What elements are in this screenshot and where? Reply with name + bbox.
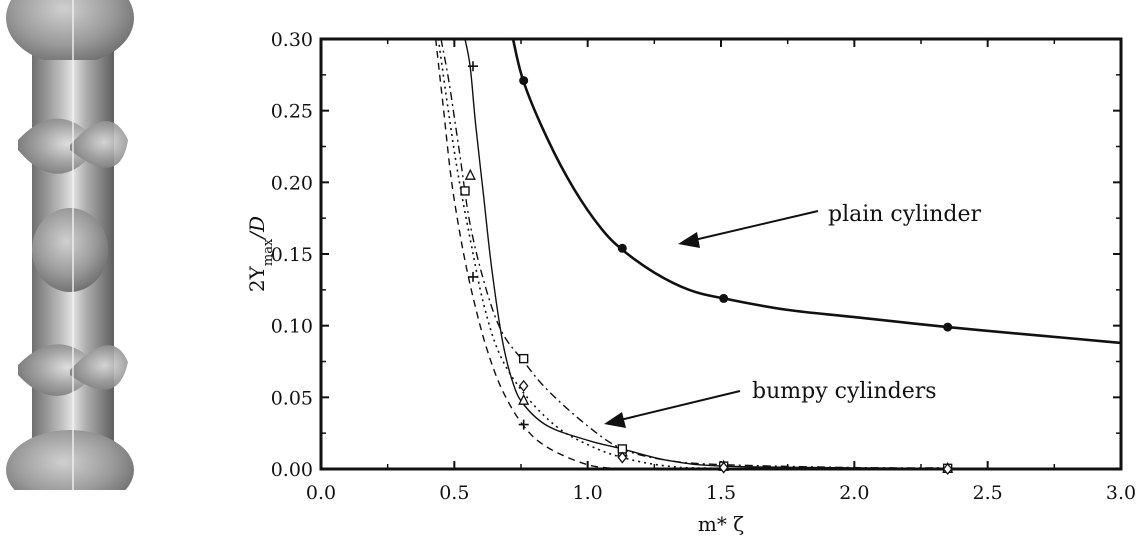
x-tick-label: 1.5 bbox=[706, 482, 736, 504]
y-tick-label: 0.30 bbox=[271, 29, 313, 51]
y-axis-title-sub: max bbox=[261, 238, 276, 266]
y-tick-label: 0.00 bbox=[271, 459, 313, 481]
bump-side-upper bbox=[18, 118, 100, 174]
y-tick-label: 0.10 bbox=[271, 316, 313, 338]
plain-cylinder-arrow bbox=[689, 210, 819, 242]
data-point-diamond bbox=[718, 461, 729, 474]
bump-side-lower bbox=[18, 344, 100, 396]
series-line-plus bbox=[435, 38, 623, 470]
data-point-square bbox=[518, 353, 529, 364]
data-point-plus bbox=[468, 271, 478, 282]
x-axis-title: m* ζ bbox=[698, 512, 744, 536]
data-point-diamond bbox=[942, 462, 953, 476]
x-tick-label: 0.0 bbox=[306, 482, 336, 504]
annotation-bumpy-cylinders: bumpy cylinders bbox=[752, 379, 937, 404]
data-point-plus bbox=[468, 61, 478, 72]
bumpy-cylinder-icon bbox=[6, 0, 134, 490]
bump-bottom bbox=[6, 430, 134, 490]
data-point-circle bbox=[943, 322, 953, 332]
bump-top bbox=[6, 0, 134, 64]
x-tick-label: 1.0 bbox=[573, 482, 603, 504]
data-point-square bbox=[460, 186, 470, 196]
y-tick-label: 0.15 bbox=[271, 244, 313, 266]
x-tick-label: 2.0 bbox=[839, 482, 869, 504]
plot-frame bbox=[319, 37, 1123, 471]
bump-middle bbox=[32, 208, 108, 292]
series-line-square bbox=[440, 38, 948, 469]
data-point-circle bbox=[617, 243, 627, 253]
y-axis: 0.00 0.05 0.10 0.15 0.20 0.25 0.30 bbox=[271, 29, 1121, 481]
x-tick-label: 2.5 bbox=[973, 482, 1003, 504]
data-point-plus bbox=[518, 419, 529, 430]
data-point-circle bbox=[719, 293, 729, 303]
x-axis: 0.0 0.5 1.0 1.5 2.0 2.5 3.0 bbox=[306, 39, 1136, 504]
y-axis-title: 2Ymax/D bbox=[245, 216, 276, 292]
series-line-diamond bbox=[437, 38, 948, 470]
y-axis-title-main: 2Y bbox=[245, 265, 269, 292]
y-tick-label: 0.25 bbox=[271, 101, 313, 123]
data-point-triangle bbox=[518, 393, 530, 405]
data-point-triangle bbox=[464, 168, 476, 180]
series-layer bbox=[435, 38, 1122, 476]
y-tick-label: 0.20 bbox=[271, 172, 313, 194]
y-axis-title-tail: /D bbox=[245, 216, 269, 241]
x-tick-label: 3.0 bbox=[1106, 482, 1136, 504]
series-line-circle bbox=[511, 38, 1122, 345]
annotation-arrows bbox=[604, 210, 819, 428]
annotation-plain-cylinder: plain cylinder bbox=[828, 202, 982, 227]
data-point-circle bbox=[519, 76, 529, 86]
bumpy-cylinders-arrow bbox=[615, 390, 741, 422]
x-tick-label: 0.5 bbox=[439, 482, 469, 504]
data-point-diamond bbox=[617, 451, 628, 464]
y-tick-label: 0.05 bbox=[271, 387, 313, 409]
data-point-diamond bbox=[518, 379, 529, 392]
